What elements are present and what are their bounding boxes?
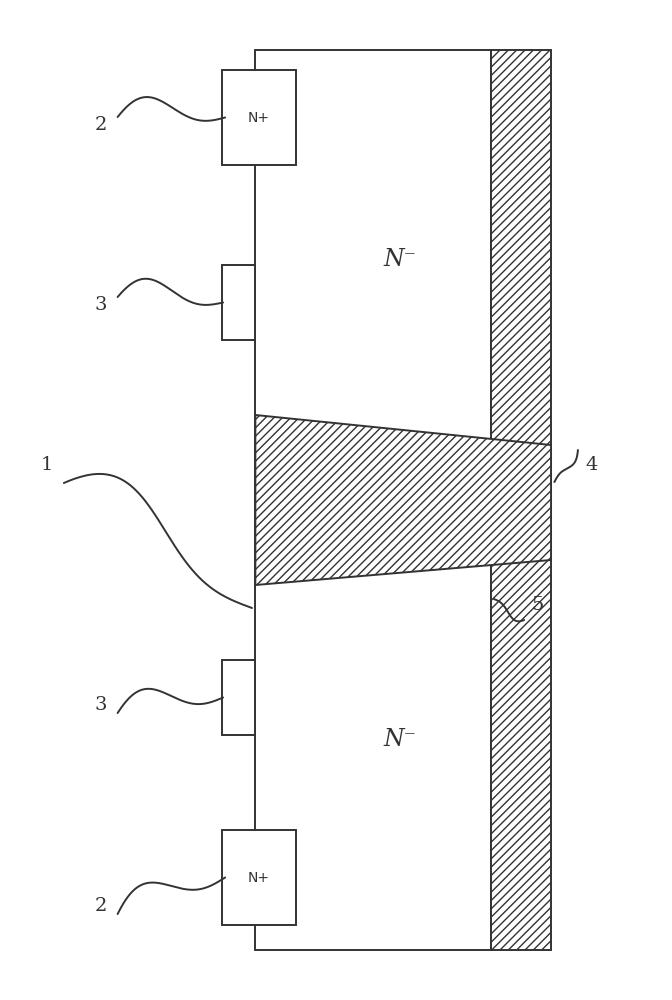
Bar xyxy=(222,660,255,735)
Bar xyxy=(491,50,551,950)
Text: 2: 2 xyxy=(95,116,107,134)
Bar xyxy=(222,70,296,165)
Text: N⁻: N⁻ xyxy=(383,248,417,271)
Text: 5: 5 xyxy=(532,596,544,614)
Bar xyxy=(222,830,296,925)
Polygon shape xyxy=(255,415,551,585)
Bar xyxy=(255,50,491,950)
Text: N+: N+ xyxy=(248,870,269,884)
Text: 1: 1 xyxy=(41,456,53,474)
Text: N+: N+ xyxy=(248,110,269,124)
Text: 2: 2 xyxy=(95,897,107,915)
Bar xyxy=(222,265,255,340)
Text: 3: 3 xyxy=(95,696,107,714)
Text: N⁻: N⁻ xyxy=(383,728,417,752)
Text: 3: 3 xyxy=(95,296,107,314)
Text: 4: 4 xyxy=(585,456,597,474)
